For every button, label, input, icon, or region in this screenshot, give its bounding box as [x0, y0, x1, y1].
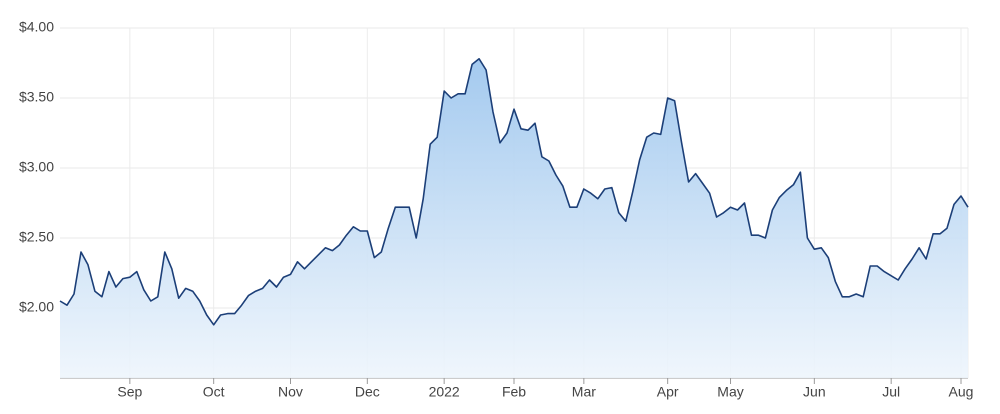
y-tick-label: $4.00 [19, 19, 54, 35]
x-tick-label: Apr [657, 384, 679, 400]
x-tick-label: Aug [949, 384, 974, 400]
y-tick-label: $2.50 [19, 229, 54, 245]
x-tick-label: May [717, 384, 743, 400]
x-tick-label: Nov [278, 384, 303, 400]
price-line [59, 58, 969, 326]
x-tick-label: Sep [117, 384, 142, 400]
x-tick-label: Dec [355, 384, 380, 400]
y-tick-label: $3.50 [19, 89, 54, 105]
y-tick-label: $3.00 [19, 159, 54, 175]
x-tick-label: Jun [803, 384, 826, 400]
x-tick-label: Jul [882, 384, 900, 400]
area [60, 58, 968, 379]
x-tick-label: Oct [203, 384, 225, 400]
x-tick-label: Feb [502, 384, 526, 400]
y-tick-label: $2.00 [19, 299, 54, 315]
x-tick-label: 2022 [429, 384, 460, 400]
x-tick-label: Mar [572, 384, 596, 400]
